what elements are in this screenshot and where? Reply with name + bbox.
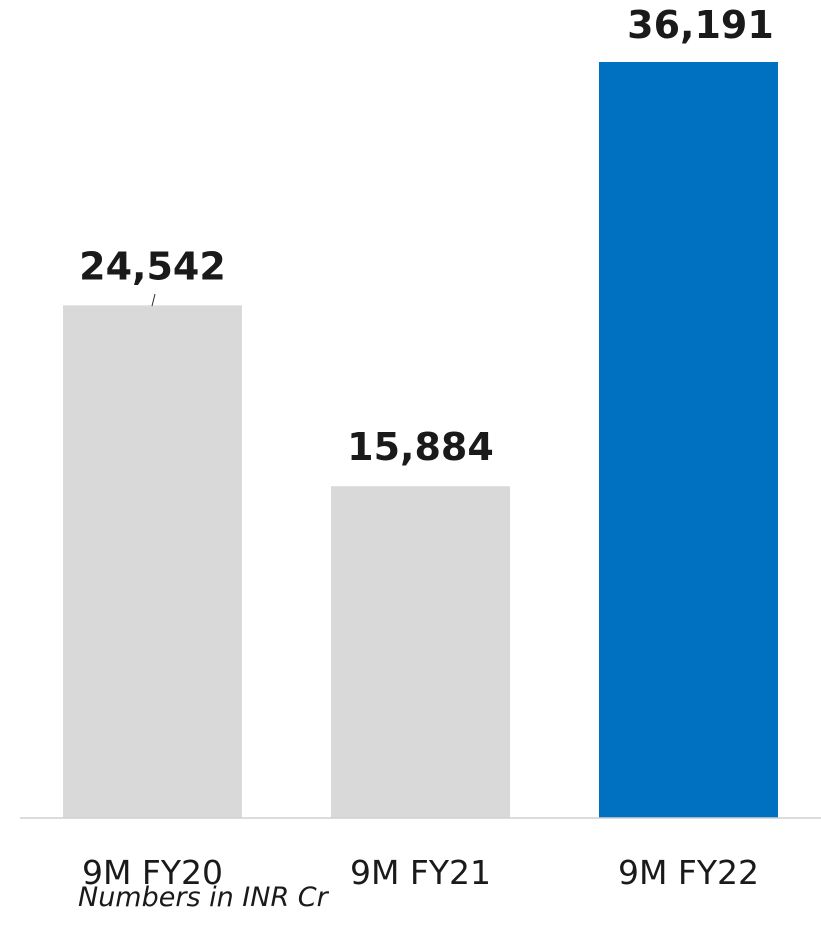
bar-1: [63, 305, 242, 818]
category-label-2: 9M FY21: [350, 853, 491, 892]
category-label-3: 9M FY22: [618, 853, 759, 892]
bar-2: [331, 486, 510, 818]
label-leader-line: [151, 293, 156, 307]
category-label-1: 9M FY20: [82, 853, 223, 892]
value-labels-group: 24,542 15,884 36,191: [79, 3, 774, 469]
bar-3: [599, 62, 778, 818]
value-label-1: 24,542: [79, 244, 226, 288]
bars-group: [63, 62, 778, 818]
value-label-2: 15,884: [347, 425, 494, 469]
value-label-3: 36,191: [627, 3, 774, 47]
units-note: Numbers in INR Cr: [78, 882, 328, 913]
category-labels-group: 9M FY20 9M FY21 9M FY22: [82, 853, 759, 892]
